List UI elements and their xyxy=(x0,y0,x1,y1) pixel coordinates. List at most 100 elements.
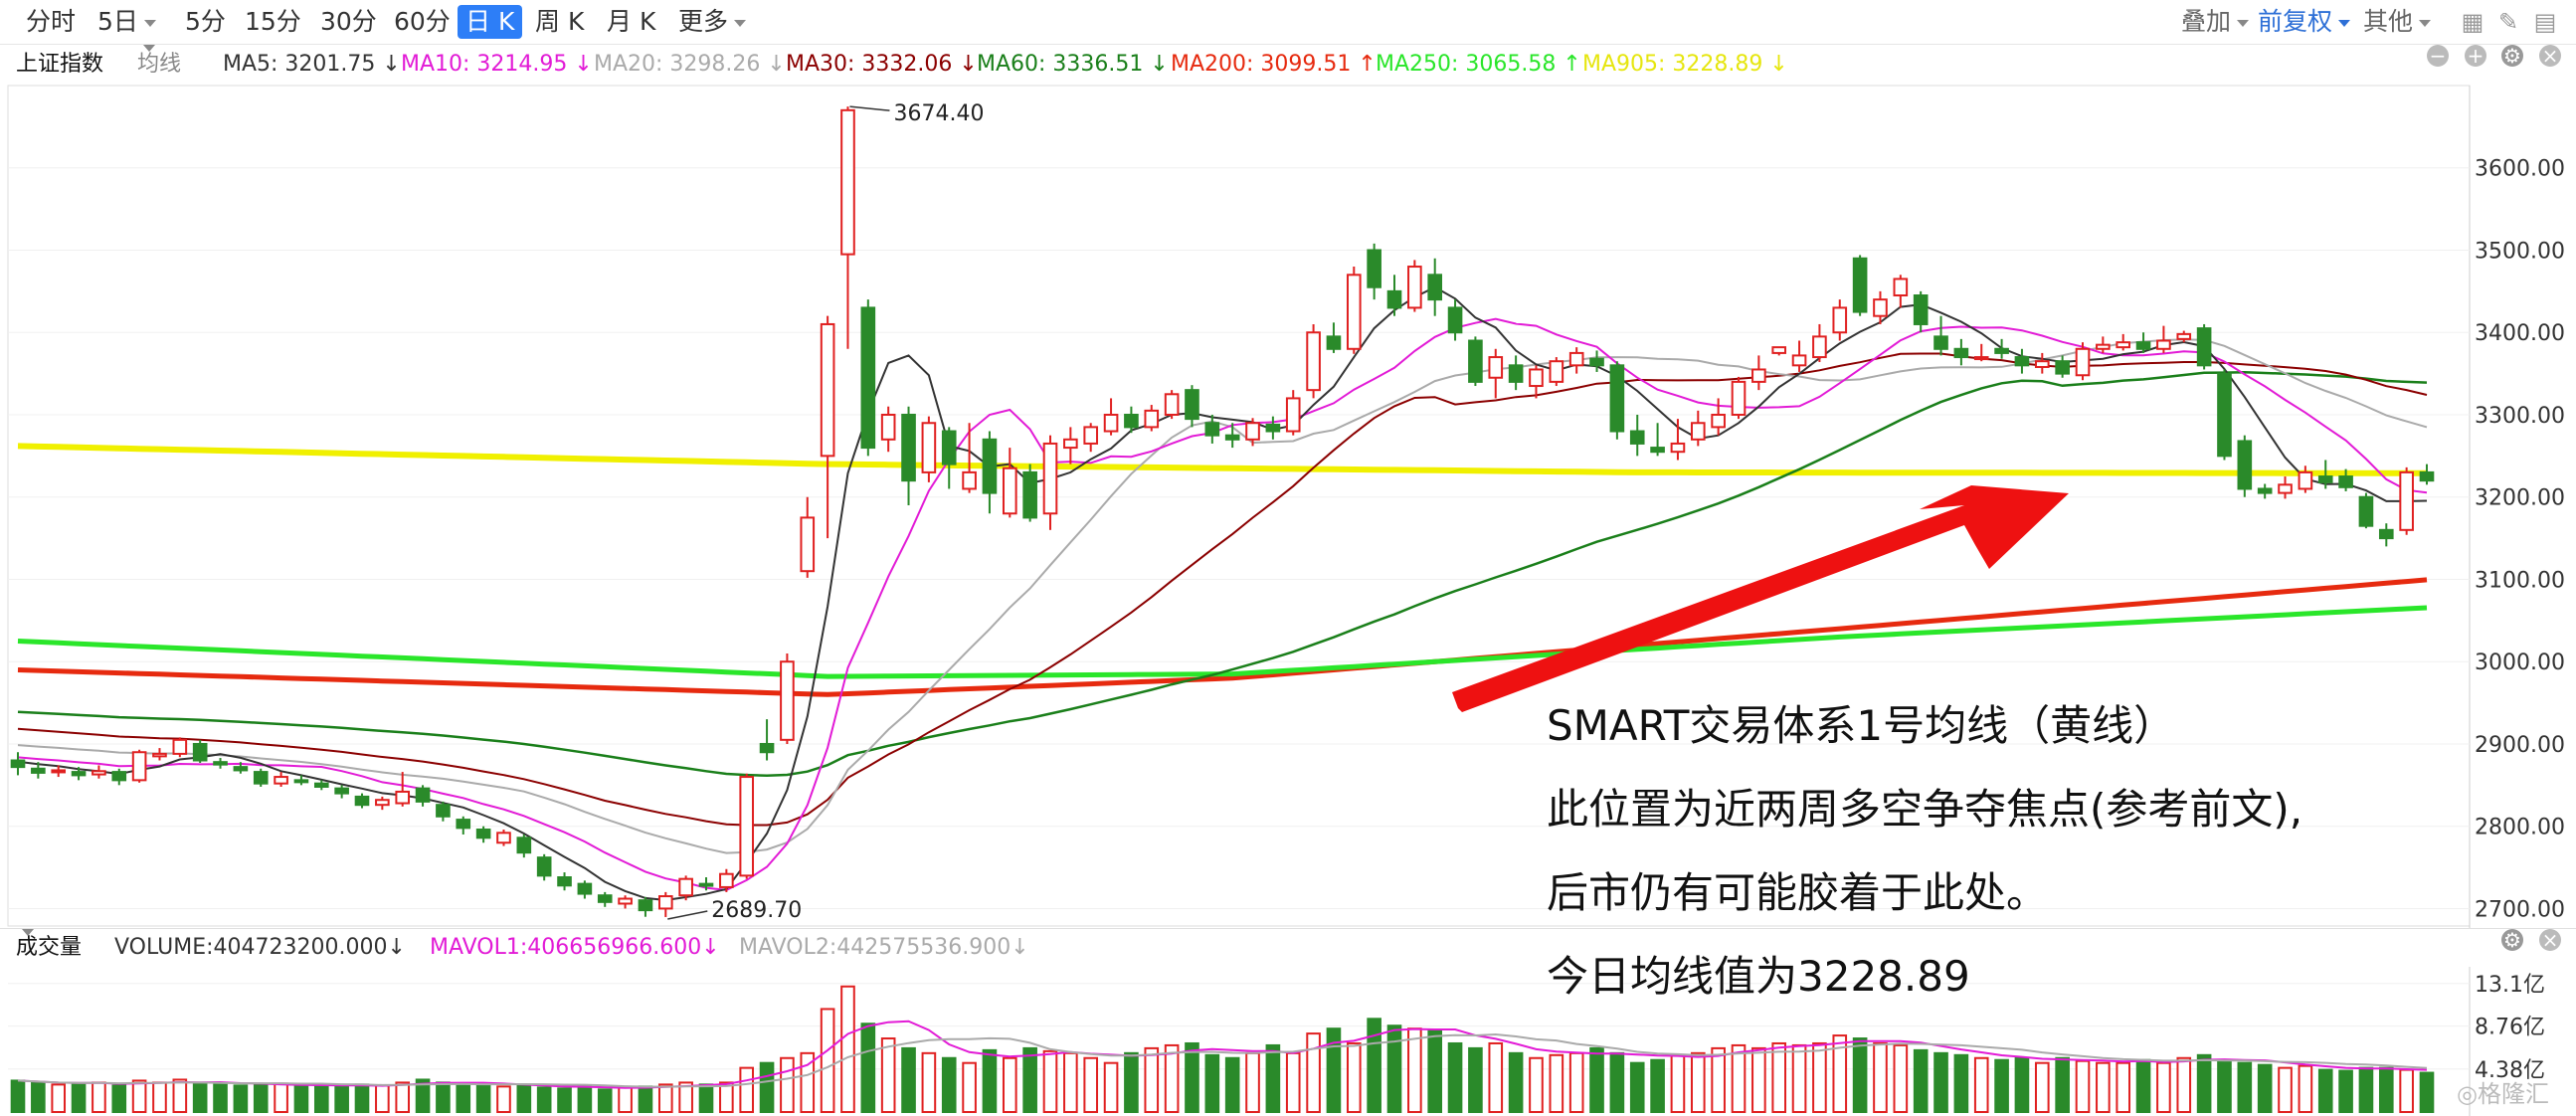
candle-body xyxy=(131,751,147,782)
candle-body xyxy=(1002,466,1017,515)
candle-body xyxy=(860,306,876,450)
candle-body xyxy=(516,837,532,854)
watermark-text: 格隆汇 xyxy=(2477,1080,2549,1108)
tab-weekly-k[interactable]: 周 K xyxy=(535,7,585,36)
gear-icon[interactable]: ⚙ xyxy=(2501,45,2523,67)
candle-body xyxy=(274,776,288,785)
volume-bar xyxy=(293,1085,309,1114)
close-icon[interactable]: × xyxy=(2539,929,2561,951)
volume-bar xyxy=(1224,1056,1240,1114)
volume-bar xyxy=(698,1083,714,1114)
tab-intraday[interactable]: 分时 xyxy=(26,7,77,36)
overlay-dropdown[interactable]: 叠加 xyxy=(2173,5,2257,39)
ma60-label: MA60: 3336.51 ↓ xyxy=(977,52,1169,77)
volume-bar xyxy=(1204,1053,1220,1114)
volume-bar xyxy=(1042,1049,1058,1114)
volume-bar xyxy=(1994,1058,2009,1114)
grid-layout-icon[interactable]: ▦ xyxy=(2461,8,2484,36)
ma905-line xyxy=(17,443,2427,476)
volume-bar xyxy=(1306,1032,1321,1113)
minus-icon[interactable]: − xyxy=(2427,45,2449,67)
tab-15min[interactable]: 15分 xyxy=(245,7,301,36)
candle-body xyxy=(1224,434,1240,441)
volume-bar xyxy=(1953,1053,1969,1114)
candle-body xyxy=(2156,339,2171,350)
volume-bar xyxy=(1022,1046,1037,1114)
chevron-down-icon xyxy=(2237,19,2250,27)
tab-30min[interactable]: 30分 xyxy=(320,7,377,36)
candle-body xyxy=(557,876,572,887)
candle-body xyxy=(921,422,937,473)
volume-bar xyxy=(192,1082,208,1114)
volume-bar xyxy=(2176,1056,2192,1114)
candle-body xyxy=(1185,389,1199,421)
candle-body xyxy=(152,752,167,758)
volume-bar xyxy=(1063,1051,1078,1114)
volume-bar xyxy=(1447,1041,1463,1114)
volume-bar xyxy=(1468,1046,1483,1114)
candle-body xyxy=(213,761,228,766)
candle-body xyxy=(71,771,87,777)
candle-body xyxy=(51,769,67,774)
volume-bar xyxy=(71,1082,87,1114)
candle-body xyxy=(1873,298,1888,317)
candle-body xyxy=(1204,422,1220,437)
tab-more[interactable]: 更多 xyxy=(670,5,754,39)
candle-body xyxy=(172,738,188,755)
chevron-down-icon xyxy=(734,19,747,27)
volume-bar xyxy=(921,1051,937,1114)
volume-bar xyxy=(334,1085,349,1114)
close-icon[interactable]: × xyxy=(2539,45,2561,67)
volume-bar xyxy=(1124,1051,1139,1114)
volume-bar xyxy=(1690,1051,1706,1114)
candle-body xyxy=(2358,495,2374,527)
other-dropdown[interactable]: 其他 xyxy=(2355,5,2439,39)
volume-bar xyxy=(1873,1041,1888,1114)
candle-body xyxy=(982,438,998,494)
volume-bar xyxy=(1771,1041,1787,1114)
brush-icon[interactable]: ✎ xyxy=(2497,8,2519,36)
volume-bar xyxy=(2075,1059,2091,1114)
candle-body xyxy=(2135,341,2151,350)
gear-icon[interactable]: ⚙ xyxy=(2501,929,2523,951)
candle-body xyxy=(1488,356,1504,379)
tab-monthly-k[interactable]: 月 K xyxy=(607,7,656,36)
candle-body xyxy=(1042,442,1058,515)
volume-bar xyxy=(2135,1058,2151,1114)
volume-bar xyxy=(2278,1066,2293,1114)
volume-bar xyxy=(51,1083,67,1114)
candle-body xyxy=(1568,351,1584,367)
candle-body xyxy=(2278,483,2293,494)
candle-body xyxy=(901,413,916,482)
tab-60min[interactable]: 60分 xyxy=(394,7,451,36)
candle-body xyxy=(2014,356,2030,367)
plus-icon[interactable]: + xyxy=(2465,45,2486,67)
high-value-label: 3674.40 xyxy=(893,101,984,126)
adjust-label: 前复权 xyxy=(2258,7,2333,36)
candle-body xyxy=(1022,470,1037,519)
low-value-label: 2689.70 xyxy=(711,898,802,923)
adjust-dropdown[interactable]: 前复权 xyxy=(2250,5,2358,39)
candle-body xyxy=(1306,331,1321,392)
tab-5day[interactable]: 5日 xyxy=(90,5,164,39)
annotation-line-4: 今日均线值为3228.89 xyxy=(1547,952,1970,1001)
document-icon[interactable]: ▤ xyxy=(2533,8,2557,36)
volume-bar xyxy=(1609,1051,1625,1114)
candle-body xyxy=(1690,422,1706,441)
ma250-label: MA250: 3065.58 ↑ xyxy=(1376,52,1581,77)
main-chart-header: 上证指数 均线 MA5: 3201.75 ↓ MA10: 3214.95 ↓ M… xyxy=(0,45,2576,85)
volume-bar xyxy=(172,1078,188,1114)
ma905-label: MA905: 3228.89 ↓ xyxy=(1582,52,1788,77)
candle-body xyxy=(354,795,370,807)
volume-bar xyxy=(638,1085,653,1114)
candle-body xyxy=(1629,430,1645,445)
mode-label: 均线 xyxy=(137,52,182,77)
tab-daily-k[interactable]: 日 K xyxy=(458,5,523,39)
candle-body xyxy=(31,767,46,774)
candle-body xyxy=(2196,327,2212,367)
candle-body xyxy=(2075,347,2091,377)
candle-body xyxy=(2419,470,2435,482)
volume-bar xyxy=(131,1079,147,1114)
tab-5min[interactable]: 5分 xyxy=(185,7,226,36)
volume-bar xyxy=(941,1056,957,1114)
